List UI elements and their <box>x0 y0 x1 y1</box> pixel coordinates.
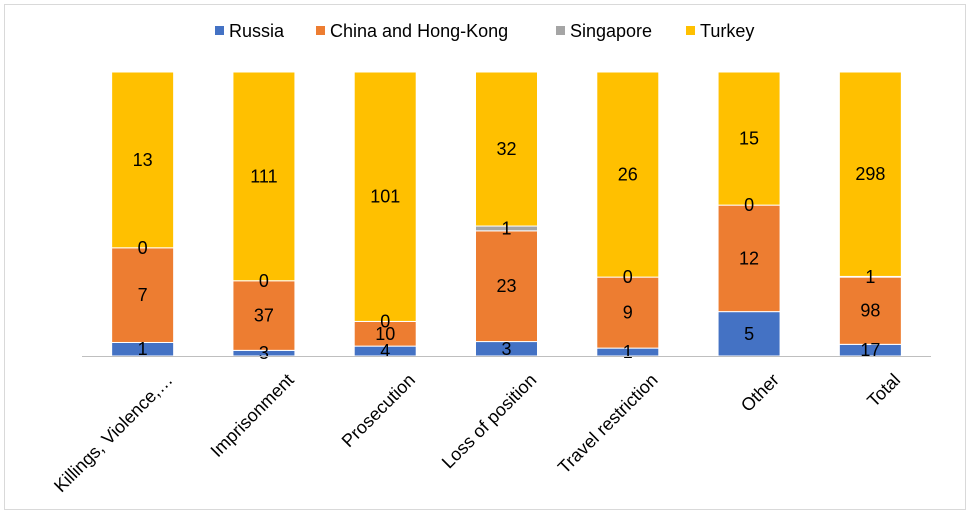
legend-item: Russia <box>215 21 285 41</box>
data-label: 4 <box>380 341 390 361</box>
data-label: 0 <box>744 195 754 215</box>
legend-swatch <box>556 26 565 35</box>
data-label: 1 <box>138 339 148 359</box>
x-tick-label: Killings, Violence,… <box>50 370 176 496</box>
bar-segment <box>232 71 296 282</box>
data-label: 7 <box>138 285 148 305</box>
legend-swatch <box>215 26 224 35</box>
legend-item: China and Hong-Kong <box>316 21 508 41</box>
legend-swatch <box>686 26 695 35</box>
bar-segment <box>232 280 296 351</box>
bar-segment <box>596 276 660 349</box>
x-tick-label: Prosecution <box>338 370 419 451</box>
data-label: 0 <box>259 271 269 291</box>
legend-label: Singapore <box>570 21 652 41</box>
data-label: 26 <box>618 165 638 185</box>
bar-segment <box>353 71 417 322</box>
bars <box>111 71 902 357</box>
bar-segment <box>838 71 902 277</box>
legend-item: Singapore <box>556 21 652 41</box>
legend-label: China and Hong-Kong <box>330 21 508 41</box>
data-label: 0 <box>623 267 633 287</box>
data-labels: 1701333701114100101323132190265120151798… <box>133 129 886 364</box>
x-tick-label: Loss of position <box>438 370 541 473</box>
data-label: 111 <box>250 166 277 186</box>
data-label: 9 <box>623 303 633 323</box>
bar-segment <box>596 71 660 278</box>
bar-segment <box>475 230 538 343</box>
data-label: 3 <box>501 339 511 359</box>
data-label: 13 <box>133 150 153 170</box>
data-label: 10 <box>375 324 395 344</box>
data-label: 15 <box>739 129 759 149</box>
bar-segment <box>353 320 417 347</box>
data-label: 0 <box>380 311 390 331</box>
x-tick-label: Total <box>863 370 904 411</box>
x-tick-label: Imprisonment <box>207 370 298 461</box>
bar-segment <box>717 71 781 206</box>
x-tick-label: Travel restriction <box>554 370 662 478</box>
legend-label: Turkey <box>700 21 754 41</box>
data-label: 3 <box>259 343 269 363</box>
x-tick-label: Other <box>737 370 783 416</box>
bar-segment <box>475 71 538 227</box>
bar-segment <box>717 204 781 313</box>
data-label: 0 <box>138 238 148 258</box>
data-label: 12 <box>739 248 759 268</box>
data-label: 23 <box>496 276 516 296</box>
data-label: 37 <box>254 306 274 326</box>
legend-item: Turkey <box>686 21 754 41</box>
legend-label: Russia <box>229 21 285 41</box>
data-label: 17 <box>860 340 880 360</box>
bar-segment <box>838 276 902 345</box>
bar-segment <box>111 71 175 249</box>
data-label: 1 <box>865 267 875 287</box>
data-label: 298 <box>855 164 885 184</box>
data-label: 1 <box>501 218 511 238</box>
legend-swatch <box>316 26 325 35</box>
legend: Russia China and Hong-Kong Singapore Turkey <box>215 21 754 41</box>
data-label: 1 <box>623 342 633 362</box>
data-label: 101 <box>370 187 400 207</box>
data-label: 98 <box>860 301 880 321</box>
x-axis-tick-labels: Killings, Violence,… Imprisonment Prosecut… <box>50 370 904 496</box>
data-label: 32 <box>496 139 516 159</box>
data-label: 5 <box>744 324 754 344</box>
